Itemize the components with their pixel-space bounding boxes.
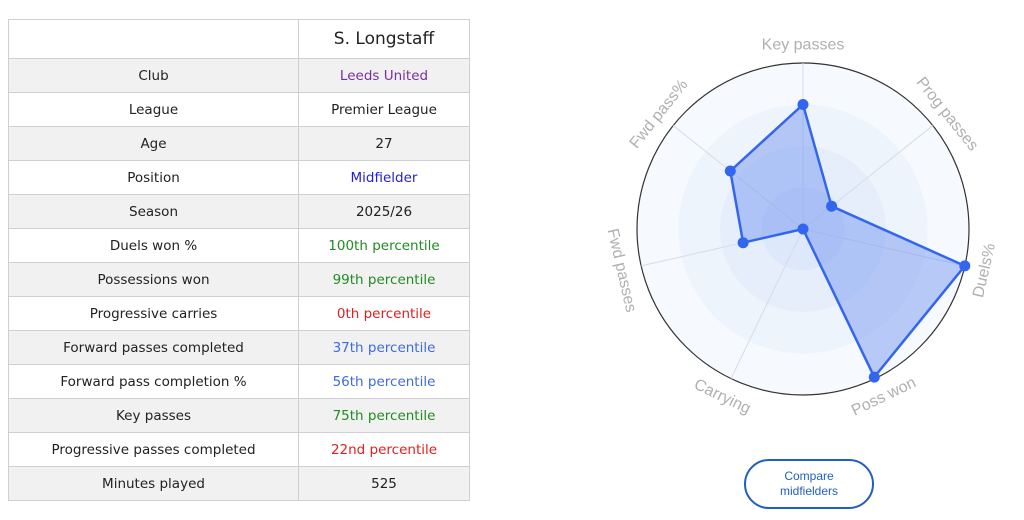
player-name: S. Longstaff — [298, 19, 470, 59]
row-label: Age — [8, 126, 299, 161]
row-value: 75th percentile — [298, 398, 470, 433]
table-row: Possessions won 99th percentile — [8, 262, 470, 297]
table-row: Position Midfielder — [8, 160, 470, 195]
row-value: 0th percentile — [298, 296, 470, 331]
table-header-row: S. Longstaff — [8, 19, 470, 59]
row-label: Season — [8, 194, 299, 229]
row-label: Club — [8, 58, 299, 93]
radar-point — [826, 200, 838, 212]
table-row: Season 2025/26 — [8, 194, 470, 229]
row-value: 525 — [298, 466, 470, 501]
header-blank-cell — [8, 19, 299, 59]
compare-midfielders-button[interactable]: Compare midfielders — [744, 459, 874, 509]
radar-point — [724, 165, 736, 177]
table-row: Progressive carries 0th percentile — [8, 296, 470, 331]
row-label: Possessions won — [8, 262, 299, 297]
table-row: Club Leeds United — [8, 58, 470, 93]
radar-spoke — [802, 125, 934, 230]
radar-point — [797, 223, 809, 235]
row-value: 27 — [298, 126, 470, 161]
table-row: Key passes 75th percentile — [8, 398, 470, 433]
row-value: 100th percentile — [298, 228, 470, 263]
table-row: Forward pass completion % 56th percentile — [8, 364, 470, 399]
player-stats-table: S. Longstaff Club Leeds United League Premi… — [8, 19, 470, 501]
radar-spoke — [730, 228, 804, 379]
radar-spoke — [802, 228, 965, 267]
radar-point — [868, 371, 880, 383]
radar-point — [737, 237, 749, 249]
row-label: League — [8, 92, 299, 127]
compare-button-line1: Compare — [784, 469, 834, 483]
table-row: Duels won % 100th percentile — [8, 228, 470, 263]
row-label: Forward passes completed — [8, 330, 299, 365]
table-row: League Premier League — [8, 92, 470, 127]
row-value: 37th percentile — [298, 330, 470, 365]
row-value: Premier League — [298, 92, 470, 127]
row-label: Forward pass completion % — [8, 364, 299, 399]
row-label: Duels won % — [8, 228, 299, 263]
table-body: Club Leeds United League Premier League Age 2… — [8, 58, 470, 501]
radar-axis-label: Key passes — [762, 36, 845, 53]
table-row: Forward passes completed 37th percentile — [8, 330, 470, 365]
row-value: Leeds United — [298, 58, 470, 93]
radar-axis-label: Fwd passes — [604, 227, 640, 314]
row-value: 22nd percentile — [298, 432, 470, 467]
table-row: Minutes played 525 — [8, 466, 470, 501]
table-row: Age 27 — [8, 126, 470, 161]
row-label: Progressive carries — [8, 296, 299, 331]
row-label: Progressive passes completed — [8, 432, 299, 467]
row-value: Midfielder — [298, 160, 470, 195]
row-label: Key passes — [8, 398, 299, 433]
row-value: 99th percentile — [298, 262, 470, 297]
row-label: Minutes played — [8, 466, 299, 501]
row-value: 56th percentile — [298, 364, 470, 399]
table-row: Progressive passes completed 22nd percent… — [8, 432, 470, 467]
radar-point — [959, 260, 971, 272]
row-label: Position — [8, 160, 299, 195]
radar-axis-label: Duels% — [970, 242, 999, 300]
radar-data-area — [729, 103, 967, 379]
compare-button-line2: midfielders — [779, 484, 839, 498]
radar-spoke — [672, 125, 804, 230]
radar-point — [797, 99, 809, 110]
row-value: 2025/26 — [298, 194, 470, 229]
